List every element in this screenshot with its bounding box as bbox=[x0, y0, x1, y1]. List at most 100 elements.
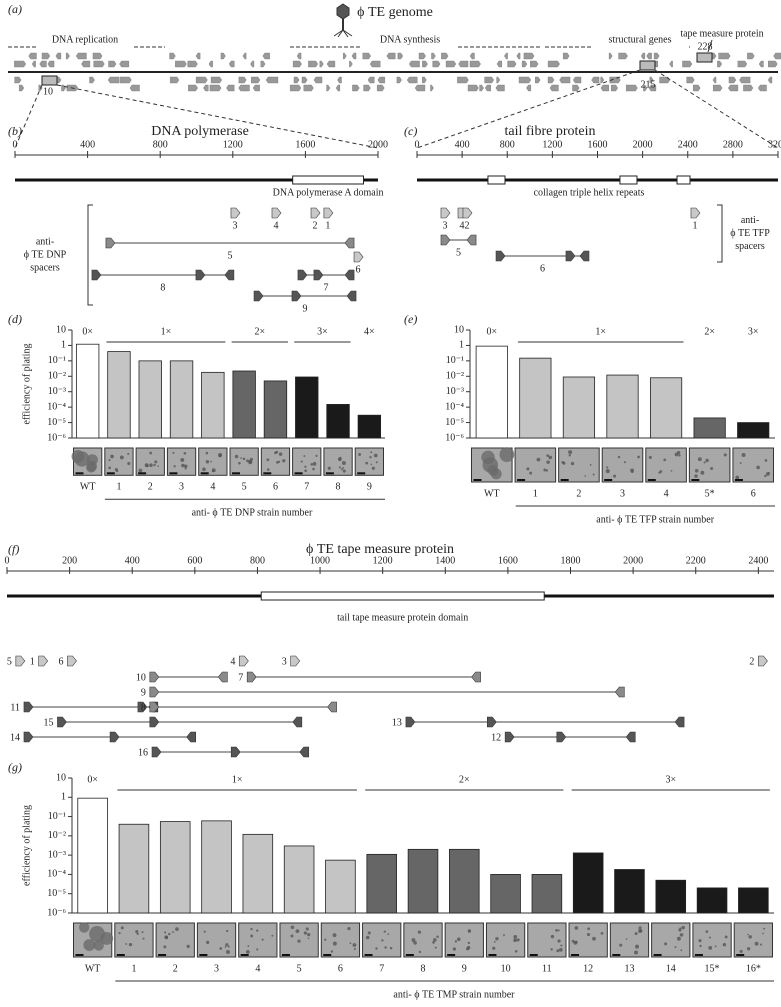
y-tick-label: 10⁻¹ bbox=[48, 355, 66, 366]
plaque bbox=[574, 940, 578, 944]
spacer-target bbox=[344, 269, 355, 281]
plaque bbox=[266, 458, 270, 462]
plaque bbox=[172, 931, 174, 933]
plaque bbox=[234, 454, 239, 459]
spacer-label: 4 bbox=[230, 656, 235, 667]
plaque bbox=[163, 945, 167, 949]
plaque bbox=[324, 938, 327, 941]
spacer-label: 8 bbox=[141, 702, 146, 713]
scale-bar bbox=[294, 472, 303, 475]
plaque bbox=[110, 454, 114, 459]
gene bbox=[431, 52, 436, 60]
plaque bbox=[381, 939, 384, 942]
plaque bbox=[118, 931, 121, 935]
genome-title: ϕ TE genome bbox=[357, 5, 433, 20]
plaque bbox=[635, 944, 640, 949]
y-tick-label: 10 bbox=[56, 324, 66, 335]
y-tick-label: 10⁻² bbox=[48, 371, 66, 382]
gene bbox=[262, 52, 270, 60]
plaque bbox=[739, 949, 743, 953]
gene bbox=[659, 76, 671, 84]
plaque-image bbox=[514, 447, 557, 483]
bar bbox=[357, 414, 382, 439]
spacer-target bbox=[23, 731, 34, 743]
plaque bbox=[722, 942, 727, 947]
plaque bbox=[371, 466, 375, 470]
plaque bbox=[119, 455, 124, 460]
gene bbox=[457, 76, 469, 84]
gene bbox=[469, 60, 481, 68]
plaque bbox=[226, 929, 229, 933]
plaque bbox=[261, 938, 264, 941]
plaque bbox=[495, 936, 499, 941]
y-tick-label: 10⁻⁵ bbox=[445, 417, 464, 428]
gene bbox=[352, 84, 360, 92]
gene bbox=[653, 52, 660, 60]
gene bbox=[303, 84, 314, 92]
plaque bbox=[417, 930, 422, 934]
spacer-target bbox=[149, 716, 160, 728]
spacer-label: 7 bbox=[238, 672, 243, 683]
gene bbox=[367, 76, 375, 84]
plaque bbox=[108, 466, 111, 470]
plaque bbox=[387, 933, 390, 935]
spacer-label: 10 bbox=[136, 672, 146, 683]
spacer-target bbox=[353, 251, 364, 263]
plaque bbox=[670, 470, 673, 472]
domain-box bbox=[676, 175, 691, 185]
plaque bbox=[144, 463, 149, 468]
plaque bbox=[678, 928, 682, 932]
scale-bar bbox=[116, 954, 125, 956]
scale-bar bbox=[281, 954, 290, 956]
gene bbox=[518, 76, 532, 84]
plaque bbox=[568, 450, 573, 455]
plaque bbox=[183, 464, 188, 469]
plaque-image bbox=[104, 447, 134, 476]
x-tick-label: WT bbox=[85, 963, 101, 974]
plaque bbox=[703, 461, 706, 464]
bracket bbox=[87, 204, 93, 306]
plaque bbox=[674, 452, 679, 457]
bar bbox=[232, 370, 256, 439]
spacer-target bbox=[109, 731, 120, 743]
spacer-target bbox=[67, 655, 77, 667]
plaque bbox=[164, 936, 169, 940]
region-label: structural genes bbox=[608, 34, 671, 45]
panel-label: (e) bbox=[404, 312, 417, 326]
plaque bbox=[184, 467, 187, 470]
plaque bbox=[306, 932, 311, 937]
plaque bbox=[154, 460, 158, 464]
x-tick-label: 15* bbox=[705, 963, 720, 974]
gene bbox=[61, 84, 66, 92]
scale-bar bbox=[169, 472, 178, 475]
spacer-target bbox=[230, 746, 241, 758]
plaque bbox=[710, 466, 714, 471]
spacer-target bbox=[271, 207, 282, 219]
gene bbox=[422, 60, 428, 68]
y-tick-label: 10⁻² bbox=[446, 371, 464, 382]
gene bbox=[547, 60, 560, 68]
plaque bbox=[708, 946, 713, 950]
scale-bar bbox=[200, 472, 209, 475]
plaque bbox=[297, 939, 301, 943]
spacer-target bbox=[323, 207, 334, 219]
plaque bbox=[330, 950, 334, 953]
plaque bbox=[358, 453, 362, 456]
plaque bbox=[639, 929, 643, 933]
plaque bbox=[383, 930, 386, 933]
spacer-label: 14 bbox=[10, 732, 20, 743]
plaque bbox=[337, 457, 342, 462]
tick-label: 1600 bbox=[588, 139, 608, 150]
plaque bbox=[332, 933, 337, 938]
group-label: 0× bbox=[87, 774, 98, 785]
plaque bbox=[592, 936, 596, 941]
callout-label: tape measure protein bbox=[680, 28, 763, 39]
scale-bar bbox=[199, 954, 208, 956]
protein-title: tail fibre protein bbox=[505, 124, 596, 139]
group-label: 3× bbox=[748, 326, 759, 337]
gene bbox=[289, 84, 302, 92]
group-label: 1× bbox=[161, 326, 172, 337]
scale-bar bbox=[612, 954, 621, 956]
tick-label: 400 bbox=[80, 139, 95, 150]
gene bbox=[611, 84, 619, 92]
